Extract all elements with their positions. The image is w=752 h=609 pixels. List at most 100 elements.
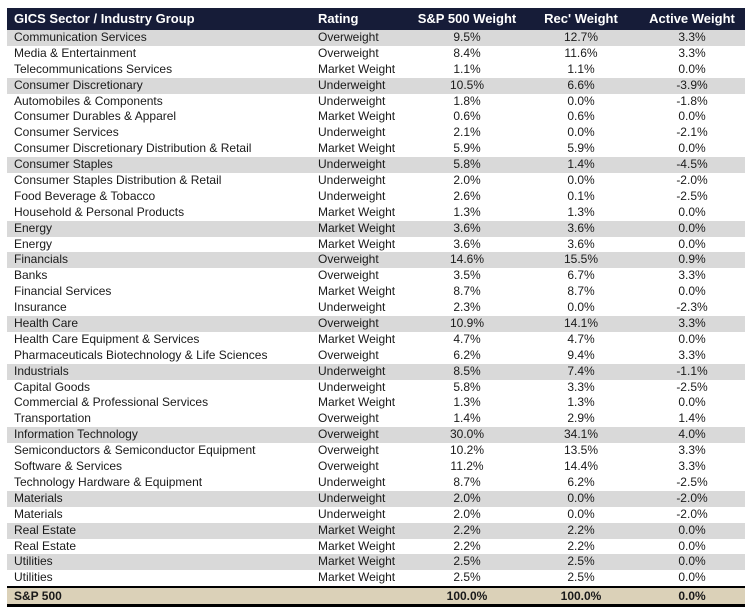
active-weight-cell: -2.3% [676,300,708,315]
table-row: Information Technology Overweight 30.0% … [7,427,745,444]
table-row: Insurance Underweight 2.3% 0.0% -2.3% [7,300,745,317]
rec-weight-cell: 2.5% [567,554,595,569]
active-weight-cell: 3.3% [678,316,706,331]
sp500-weight-cell: 5.8% [453,157,481,172]
sp500-weight-cell: 1.8% [453,93,481,108]
rec-weight-cell: 8.7% [567,284,595,299]
table-row: Industrials Underweight 8.5% 7.4% -1.1% [7,363,745,380]
rec-weight-cell: 2.2% [567,538,595,553]
rating-cell: Overweight [318,411,379,426]
sector-cell: Commercial & Professional Services [14,395,209,410]
sp500-weight-cell: 8.4% [453,45,481,60]
rating-cell: Market Weight [318,109,396,124]
rating-cell: Overweight [318,347,379,362]
rec-weight-cell: 3.3% [567,379,595,394]
sp500-weight-cell: 8.5% [453,363,481,378]
rating-cell: Market Weight [318,236,396,251]
active-weight-cell: -2.0% [676,490,708,505]
rec-weight-cell: 2.2% [567,522,595,537]
sector-cell: Materials [14,506,63,521]
active-weight-cell: 0.0% [678,331,706,346]
active-weight-cell: 0.9% [678,252,706,267]
rec-weight-cell: 6.6% [567,77,595,92]
rec-weight-cell: 15.5% [563,252,599,267]
footer-active-weight-cell: 0.0% [678,589,706,604]
active-weight-cell: -2.0% [676,173,708,188]
sector-cell: Pharmaceuticals Biotechnology & Life Sci… [14,347,268,362]
rec-weight-cell: 0.0% [567,506,595,521]
sp500-weight-cell: 9.5% [453,30,481,44]
table-row: Consumer Staples Underweight 5.8% 1.4% -… [7,157,745,174]
sector-cell: Consumer Discretionary Distribution & Re… [14,141,252,156]
active-weight-cell: 3.3% [678,45,706,60]
sp500-weight-cell: 2.3% [453,300,481,315]
sp500-weight-cell: 30.0% [449,427,485,442]
sector-cell: Automobiles & Components [14,93,163,108]
column-header-rating: Rating [318,11,359,26]
sector-cell: Software & Services [14,459,123,474]
sp500-weight-cell: 2.0% [453,173,481,188]
rating-cell: Overweight [318,459,379,474]
table-row: Banks Overweight 3.5% 6.7% 3.3% [7,268,745,285]
sector-cell: Utilities [14,570,53,585]
rating-cell: Overweight [318,268,379,283]
table-body: Communication Services Overweight 9.5% 1… [7,30,745,587]
column-header-sector: GICS Sector / Industry Group [14,11,195,26]
table-row: Materials Underweight 2.0% 0.0% -2.0% [7,506,745,523]
sp500-weight-cell: 8.7% [453,284,481,299]
table-row: Media & Entertainment Overweight 8.4% 11… [7,45,745,62]
footer-label: S&P 500 [14,589,62,604]
rec-weight-cell: 6.7% [567,268,595,283]
table-row: Consumer Durables & Apparel Market Weigh… [7,109,745,126]
rating-cell: Market Weight [318,538,396,553]
sp500-weight-cell: 2.1% [453,125,481,140]
sector-cell: Financial Services [14,284,112,299]
rating-cell: Underweight [318,490,386,505]
rec-weight-cell: 2.9% [567,411,595,426]
active-weight-cell: 0.0% [678,522,706,537]
rec-weight-cell: 14.1% [563,316,599,331]
sp500-weight-cell: 1.3% [453,204,481,219]
sector-cell: Health Care [14,316,79,331]
rating-cell: Market Weight [318,284,396,299]
active-weight-cell: 0.0% [678,204,706,219]
rec-weight-cell: 0.0% [567,300,595,315]
sector-cell: Insurance [14,300,67,315]
active-weight-cell: -2.5% [676,379,708,394]
rating-cell: Underweight [318,379,386,394]
rec-weight-cell: 11.6% [564,45,598,60]
sp500-weight-cell: 10.9% [449,316,485,331]
rec-weight-cell: 0.0% [567,93,595,108]
rec-weight-cell: 0.0% [567,173,595,188]
active-weight-cell: -2.1% [676,125,708,140]
table-row: Transportation Overweight 1.4% 2.9% 1.4% [7,411,745,428]
active-weight-cell: -1.8% [676,93,708,108]
sector-cell: Food Beverage & Tobacco [14,188,156,203]
rating-cell: Market Weight [318,331,396,346]
sector-cell: Industrials [14,363,69,378]
rating-cell: Underweight [318,300,386,315]
sp500-weight-cell: 1.3% [453,395,481,410]
table-row: Utilities Market Weight 2.5% 2.5% 0.0% [7,554,745,571]
rec-weight-cell: 0.6% [567,109,595,124]
active-weight-cell: 1.4% [678,411,706,426]
sector-cell: Technology Hardware & Equipment [14,474,203,489]
active-weight-cell: 0.0% [678,220,706,235]
sector-cell: Consumer Staples Distribution & Retail [14,173,222,188]
active-weight-cell: 0.0% [678,395,706,410]
active-weight-cell: -4.5% [676,157,708,172]
table-row: Consumer Services Underweight 2.1% 0.0% … [7,125,745,142]
rec-weight-cell: 1.3% [567,204,595,219]
rating-cell: Market Weight [318,204,396,219]
sector-cell: Consumer Staples [14,157,113,172]
sp500-weight-cell: 3.6% [453,236,481,251]
table-footer-row: S&P 500 100.0% 100.0% 0.0% [7,586,745,608]
sector-cell: Energy [14,220,53,235]
table-row: Materials Underweight 2.0% 0.0% -2.0% [7,490,745,507]
table-row: Health Care Overweight 10.9% 14.1% 3.3% [7,316,745,332]
sp500-weight-cell: 10.5% [449,77,485,92]
sector-cell: Financials [14,252,69,267]
rec-weight-cell: 0.1% [567,188,595,203]
rating-cell: Underweight [318,188,386,203]
sector-cell: Transportation [14,411,91,426]
